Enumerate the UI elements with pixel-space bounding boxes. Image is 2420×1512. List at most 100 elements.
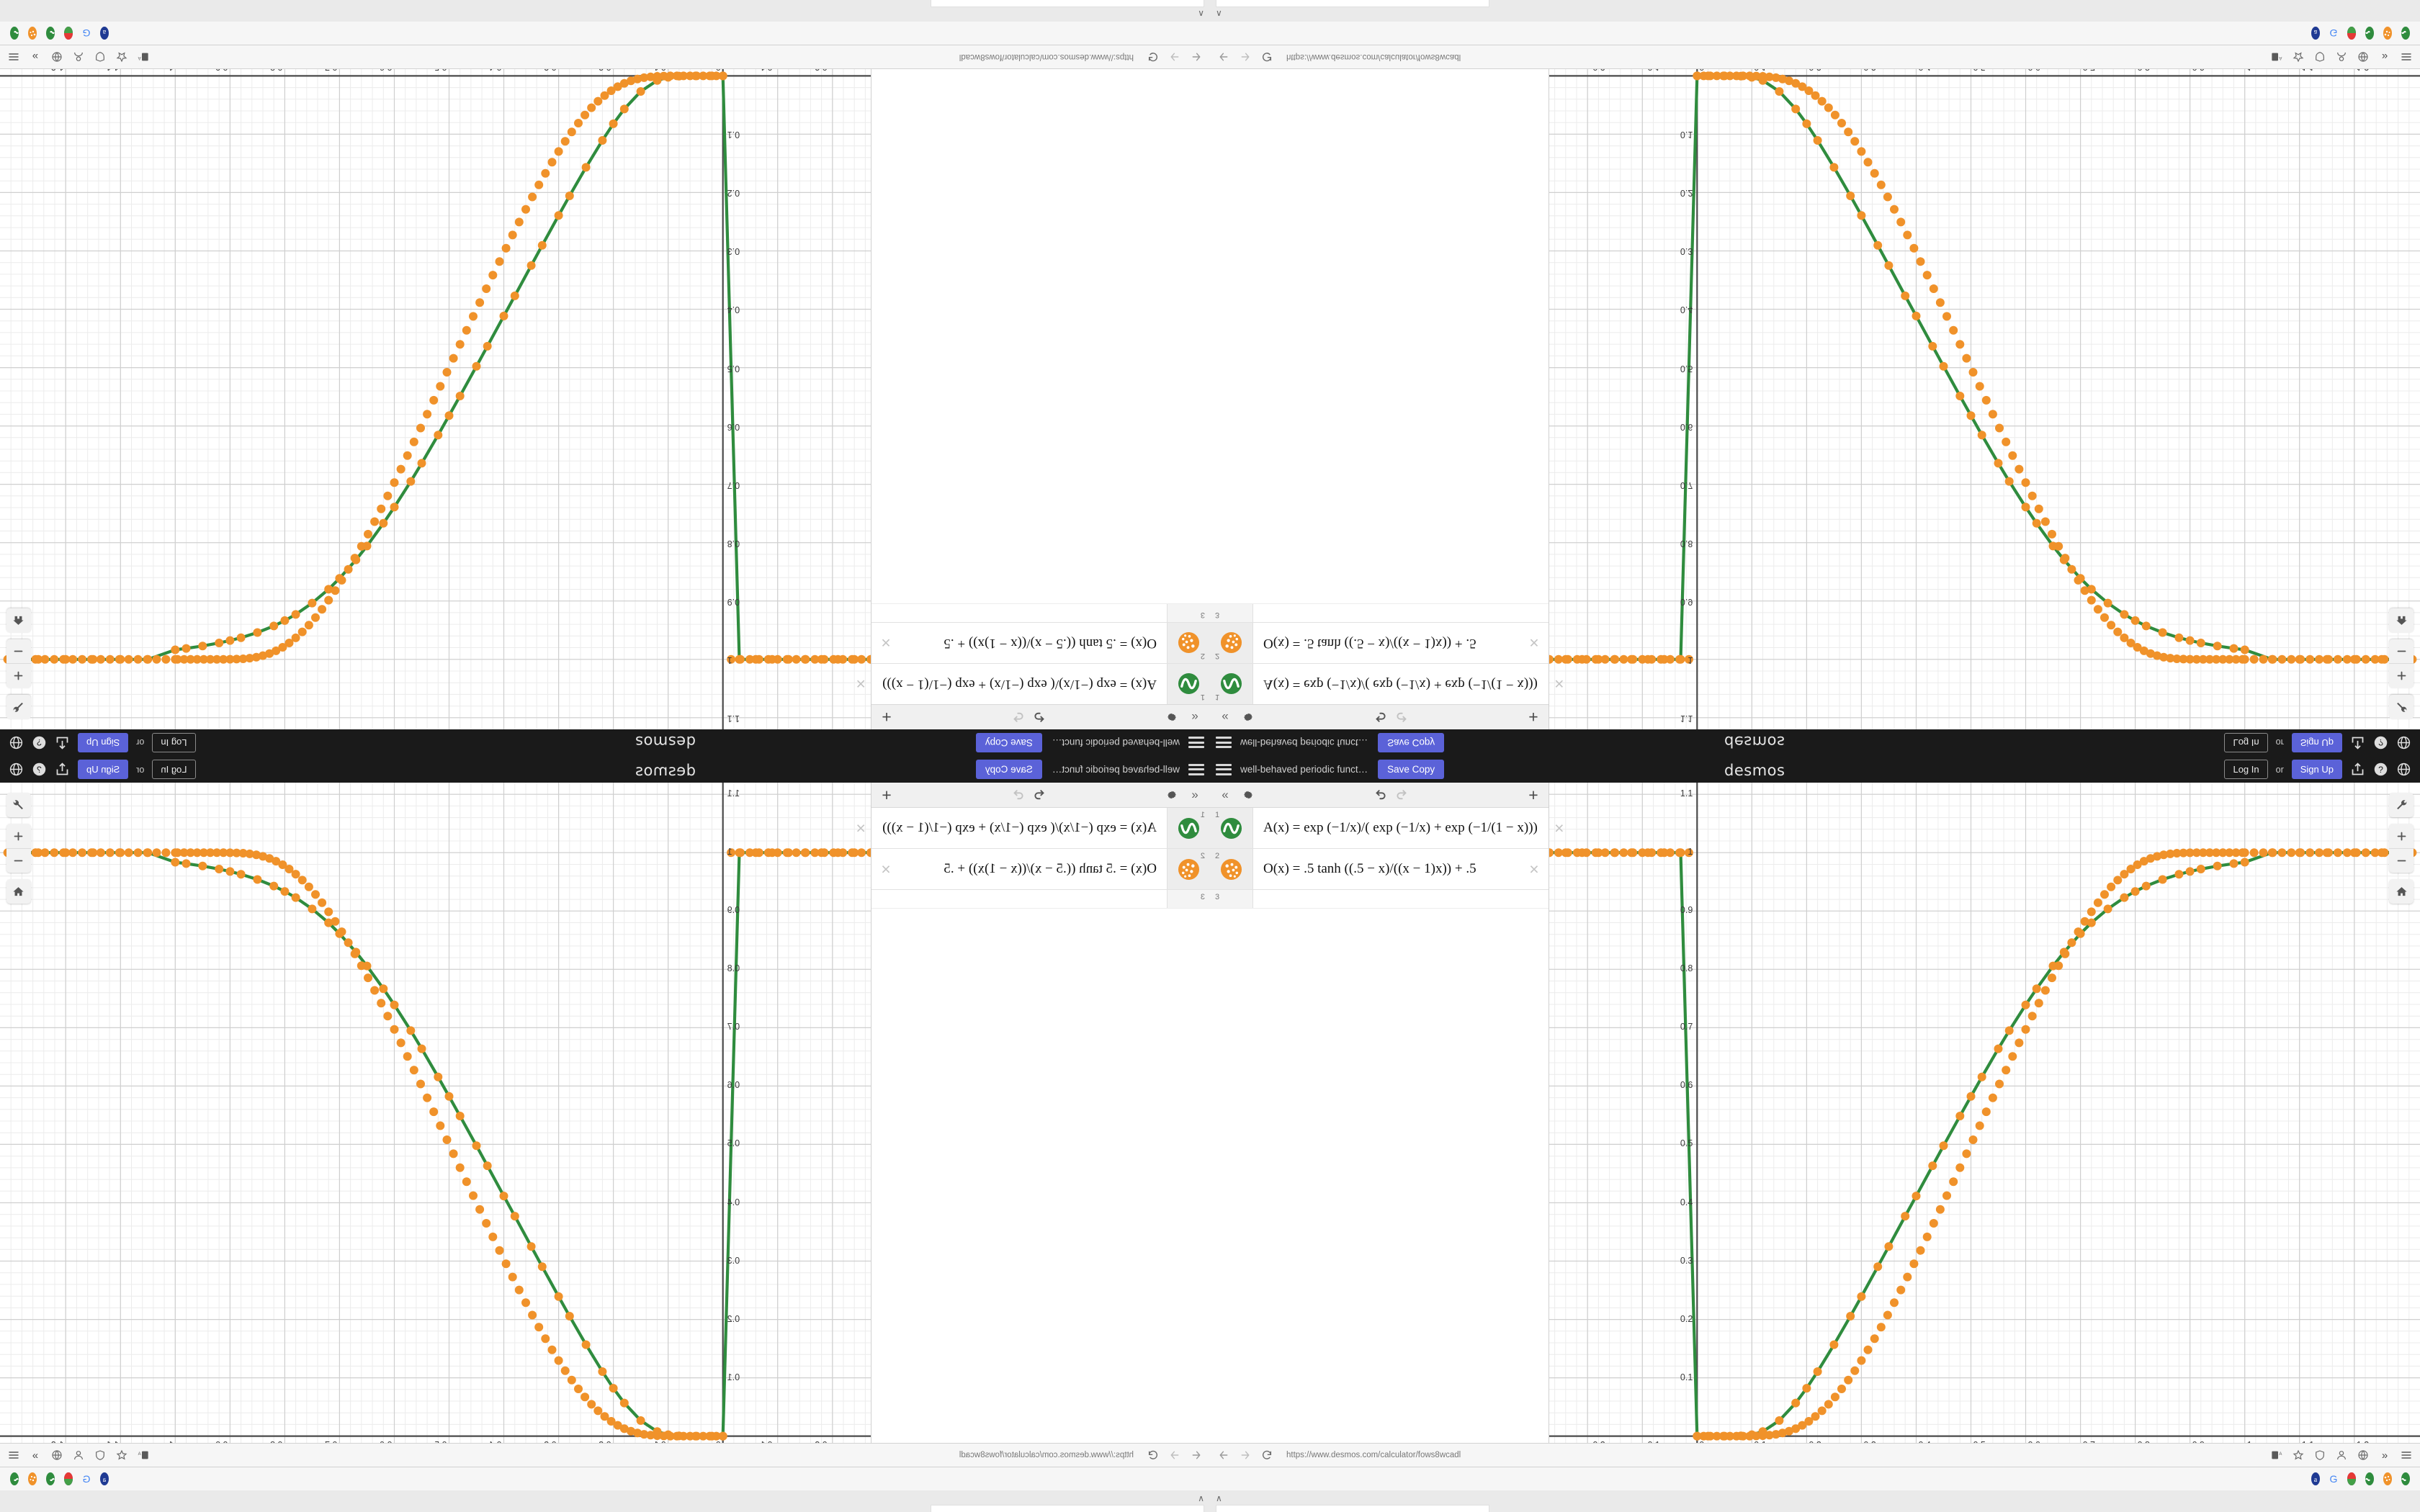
home-reset-button[interactable] <box>2389 608 2414 633</box>
graph-title[interactable]: well-behaved periodic funct… <box>1052 737 1180 748</box>
zoom-out-button[interactable] <box>2389 639 2414 664</box>
account-icon[interactable] <box>71 49 86 65</box>
bookmark-desmos-green-icon[interactable] <box>43 26 58 40</box>
forward-arrow-icon[interactable] <box>1237 1447 1253 1463</box>
expression-input[interactable] <box>871 890 1167 908</box>
bookmark-colorful-icon[interactable] <box>61 1472 76 1486</box>
extensions-icon[interactable] <box>49 49 65 65</box>
remove-expression-button[interactable]: × <box>1529 859 1539 878</box>
undo-button[interactable] <box>1031 708 1050 726</box>
url-bar[interactable]: https://www.desmos.com/calculator/fows8w… <box>157 1447 1139 1464</box>
undo-button[interactable] <box>1370 786 1389 804</box>
share-icon[interactable] <box>55 762 70 777</box>
help-icon[interactable]: ? <box>2373 735 2388 750</box>
reload-icon[interactable] <box>1259 49 1275 65</box>
expression-input[interactable]: A(x) = exp (−1/x)/( exp (−1/x) + exp (−1… <box>1253 664 1545 704</box>
tab-list-chevron-icon[interactable]: ∧ <box>1216 1493 1222 1503</box>
reload-icon[interactable] <box>1145 1447 1161 1463</box>
bookmark-blue-icon[interactable]: a <box>97 1472 112 1486</box>
expression-row[interactable]: 1 A(x) = exp (−1/x)/( exp (−1/x) + exp (−… <box>856 663 1210 704</box>
bookmark-desmos-green-icon[interactable] <box>2362 26 2377 40</box>
settings-wrench-icon[interactable] <box>2389 695 2414 719</box>
zoom-in-button[interactable] <box>2389 664 2414 688</box>
language-globe-icon[interactable] <box>2396 735 2411 750</box>
zoom-in-button[interactable] <box>6 824 31 848</box>
bookmark-google-icon[interactable]: G <box>2326 1472 2341 1486</box>
expression-row[interactable]: 2 O(x) = .5 tanh ((.5 − x)/((x − 1)x)) + … <box>1210 849 1549 890</box>
remove-expression-button[interactable]: × <box>856 675 866 694</box>
bookmark-star-icon[interactable] <box>114 49 130 65</box>
collapse-panel-button[interactable]: « <box>1191 788 1198 801</box>
reader-icon[interactable]: A <box>135 1447 151 1463</box>
zoom-out-button[interactable] <box>2389 848 2414 873</box>
menu-icon[interactable] <box>1187 762 1206 777</box>
log-in-button[interactable]: Log In <box>152 760 196 779</box>
expression-index-cell[interactable]: 2 <box>1167 849 1210 889</box>
forward-arrow-icon[interactable] <box>1167 49 1183 65</box>
bookmark-desmos-green-icon[interactable] <box>2362 1472 2377 1486</box>
expression-input[interactable] <box>871 604 1167 622</box>
expression-input[interactable]: O(x) = .5 tanh ((.5 − x)/((x − 1)x)) + .… <box>900 623 1167 663</box>
help-icon[interactable]: ? <box>32 762 47 777</box>
bookmark-desmos-green-2-icon[interactable] <box>2398 26 2413 40</box>
bookmark-blue-icon[interactable]: a <box>97 26 112 40</box>
app-menu-icon[interactable] <box>2398 49 2414 65</box>
home-reset-button[interactable] <box>2389 879 2414 904</box>
remove-expression-button[interactable]: × <box>881 634 891 653</box>
undo-button[interactable] <box>1031 786 1050 804</box>
reload-icon[interactable] <box>1145 49 1161 65</box>
remove-expression-button[interactable]: × <box>1529 634 1539 653</box>
expression-row-empty[interactable]: 3 <box>1210 603 1549 622</box>
quadrant-bottom-right[interactable]: well-behaved periodic funct… Save Copy d… <box>1210 756 2420 1512</box>
menu-icon[interactable] <box>1187 736 1206 750</box>
shield-icon[interactable] <box>2312 1447 2328 1463</box>
help-icon[interactable]: ? <box>32 735 47 750</box>
redo-button[interactable] <box>1008 708 1027 726</box>
log-in-button[interactable]: Log In <box>152 733 196 752</box>
back-arrow-icon[interactable] <box>1188 1447 1204 1463</box>
expression-row[interactable]: 2 O(x) = .5 tanh ((.5 − x)/((x − 1)x)) + … <box>1210 622 1549 663</box>
zoom-out-button[interactable] <box>6 639 31 664</box>
gear-icon[interactable] <box>1239 708 1258 726</box>
sign-up-button[interactable]: Sign Up <box>78 733 129 752</box>
expression-input[interactable]: O(x) = .5 tanh ((.5 − x)/((x − 1)x)) + .… <box>1253 623 1520 663</box>
expression-row[interactable]: 1 A(x) = exp (−1/x)/( exp (−1/x) + exp (−… <box>1210 663 1564 704</box>
expression-index-cell[interactable]: 2 <box>1210 623 1253 663</box>
sign-up-button[interactable]: Sign Up <box>2291 733 2342 752</box>
tab-list-chevron-icon[interactable]: ∧ <box>1198 9 1204 19</box>
bookmark-google-icon[interactable]: G <box>79 26 94 40</box>
shield-icon[interactable] <box>92 1447 108 1463</box>
expression-input[interactable]: A(x) = exp (−1/x)/( exp (−1/x) + exp (−1… <box>875 808 1167 848</box>
tab-list-chevron-icon[interactable]: ∧ <box>1198 1493 1204 1503</box>
menu-icon[interactable] <box>1214 736 1233 750</box>
bookmark-star-icon[interactable] <box>114 1447 130 1463</box>
redo-button[interactable] <box>1393 708 1412 726</box>
reload-icon[interactable] <box>1259 1447 1275 1463</box>
collapse-panel-button[interactable]: « <box>1222 711 1229 724</box>
bookmark-desmos-orange-icon[interactable] <box>25 1472 40 1486</box>
expression-input[interactable]: O(x) = .5 tanh ((.5 − x)/((x − 1)x)) + .… <box>1253 849 1520 889</box>
undo-button[interactable] <box>1370 708 1389 726</box>
quadrant-top-left[interactable]: well-behaved periodic funct… Save Copy d… <box>0 0 1210 756</box>
expression-row[interactable]: 2 O(x) = .5 tanh ((.5 − x)/((x − 1)x)) + … <box>871 849 1210 890</box>
reader-icon[interactable]: A <box>2269 1447 2285 1463</box>
reader-icon[interactable]: A <box>2269 49 2285 65</box>
expression-index-cell[interactable]: 1 <box>1210 664 1253 704</box>
expression-input[interactable]: O(x) = .5 tanh ((.5 − x)/((x − 1)x)) + .… <box>900 849 1167 889</box>
graph-canvas[interactable]: -0.2-0.100.10.20.30.40.50.60.70.80.911.1… <box>1549 783 2420 1512</box>
extensions-icon[interactable] <box>2355 49 2371 65</box>
extensions-icon[interactable] <box>49 1447 65 1463</box>
save-copy-button[interactable]: Save Copy <box>975 760 1042 779</box>
bookmark-desmos-orange-icon[interactable] <box>25 26 40 40</box>
quadrant-top-right[interactable]: well-behaved periodic funct… Save Copy d… <box>1210 0 2420 756</box>
settings-wrench-icon[interactable] <box>6 695 31 719</box>
expression-input[interactable] <box>1253 890 1549 908</box>
overflow-chevron-icon[interactable]: » <box>32 50 39 63</box>
gear-icon[interactable] <box>1239 786 1258 804</box>
app-menu-icon[interactable] <box>6 49 22 65</box>
expression-index-cell[interactable]: 2 <box>1210 849 1253 889</box>
save-copy-button[interactable]: Save Copy <box>1378 760 1445 779</box>
overflow-chevron-icon[interactable]: » <box>2381 50 2388 63</box>
expression-index-cell[interactable]: 1 <box>1167 664 1210 704</box>
language-globe-icon[interactable] <box>9 762 24 777</box>
